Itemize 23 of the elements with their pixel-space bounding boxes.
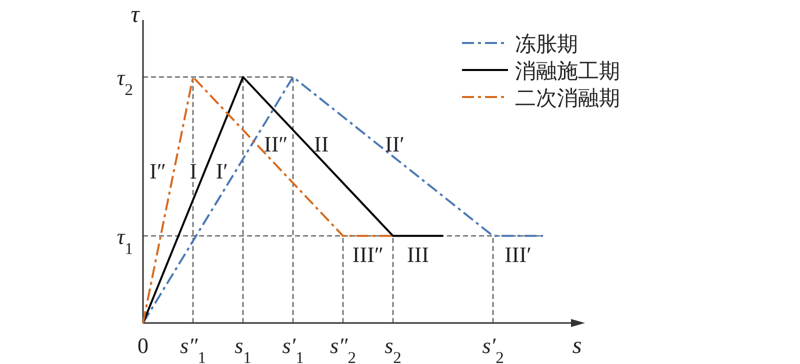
annotation: III′ xyxy=(504,242,532,267)
x-tick-label: s″$_{1}$ xyxy=(180,333,206,364)
legend-label: 消融施工期 xyxy=(515,59,620,83)
x-tick-label: s′$_{2}$ xyxy=(482,333,504,364)
annotation: II″ xyxy=(264,132,288,157)
legend-label: 二次消融期 xyxy=(515,86,620,110)
legend-label: 冻胀期 xyxy=(515,32,578,56)
annotation: III″ xyxy=(352,242,384,267)
annotation: I xyxy=(190,158,197,184)
x-tick-label: s$_{2}$ xyxy=(384,333,402,364)
annotation: II xyxy=(314,132,329,157)
annotation: II′ xyxy=(385,132,404,157)
ref-line-label: τ$_{2}$ xyxy=(116,65,133,98)
annotation: I′ xyxy=(216,158,228,184)
ref-line-label: τ$_{1}$ xyxy=(116,224,133,258)
annotation: I″ xyxy=(150,158,166,184)
y-axis-title: τ xyxy=(130,2,141,28)
annotation: III xyxy=(407,242,429,267)
x-axis-title: s xyxy=(572,333,582,359)
x-tick-label: 0 xyxy=(138,333,148,358)
x-tick-label: s$_{1}$ xyxy=(234,333,252,364)
x-tick-label: s′$_{1}$ xyxy=(282,333,304,364)
x-tick-label: s″$_{2}$ xyxy=(330,333,356,364)
